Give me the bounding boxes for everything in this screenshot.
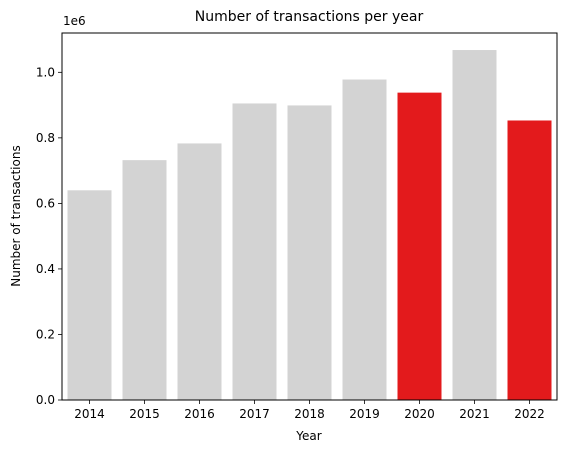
bar-2022	[507, 120, 552, 401]
x-tick-label: 2021	[459, 407, 490, 421]
x-tick-label: 2022	[514, 407, 545, 421]
y-tick-label: 0.2	[36, 327, 55, 341]
y-tick-label: 0.0	[36, 393, 55, 407]
plot-frame	[61, 32, 558, 401]
bar-2018	[287, 105, 332, 400]
bar-2020	[397, 92, 442, 400]
x-axis-label: Year	[295, 429, 321, 443]
x-tick-label: 2019	[349, 407, 380, 421]
bars-group	[67, 50, 552, 401]
y-tick-label: 0.6	[36, 196, 55, 210]
y-axis: 0.0 0.2 0.4 0.6 0.8 1.0	[36, 65, 62, 407]
chart-title: Number of transactions per year	[195, 9, 424, 25]
bar-2015	[122, 160, 167, 400]
bar-2014	[67, 190, 112, 400]
x-tick-label: 2018	[294, 407, 325, 421]
y-tick-label: 0.8	[36, 131, 55, 145]
x-tick-label: 2014	[74, 407, 105, 421]
x-tick-label: 2016	[184, 407, 215, 421]
y-scale-label: 1e6	[63, 14, 86, 28]
bar-2019	[342, 79, 387, 400]
x-tick-label: 2017	[239, 407, 270, 421]
x-tick-label: 2015	[129, 407, 160, 421]
x-axis: 2014 2015 2016 2017 2018 2019 2020 2021 2022	[74, 400, 545, 421]
y-tick-label: 1.0	[36, 65, 55, 79]
bar-2016	[177, 143, 222, 400]
bar-2017	[232, 103, 277, 400]
bar-2021	[452, 50, 497, 401]
y-axis-label: Number of transactions	[9, 145, 23, 286]
y-tick-label: 0.4	[36, 262, 55, 276]
x-tick-label: 2020	[404, 407, 435, 421]
